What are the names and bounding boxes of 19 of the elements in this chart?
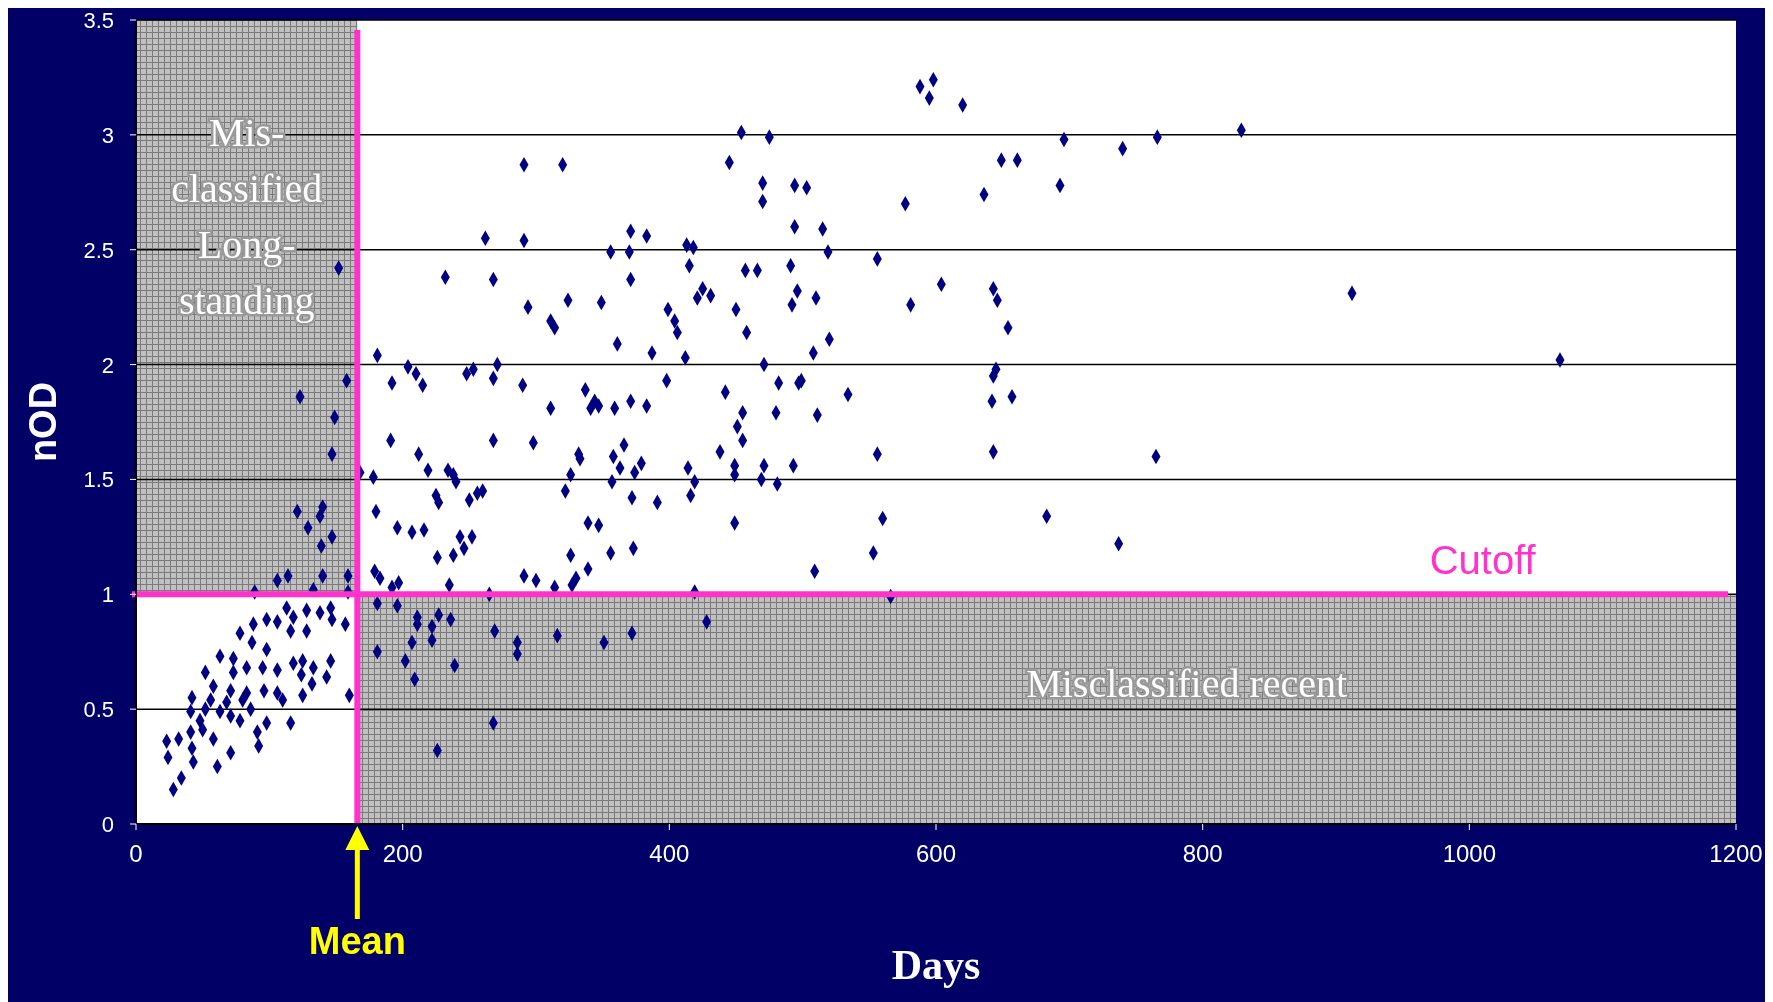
x-axis-title: Days (891, 942, 981, 988)
x-tick-label: 800 (1182, 840, 1223, 867)
x-tick-label: 1000 (1442, 840, 1497, 867)
x-tick-label: 400 (649, 840, 690, 867)
y-tick-label: 1.5 (83, 467, 114, 493)
y-axis-title: nOD (22, 381, 64, 463)
y-tick-label: 1 (101, 582, 114, 608)
y-tick-label: 3 (101, 122, 114, 148)
y-tick-label: 3.5 (83, 8, 114, 33)
y-tick-label: 2 (101, 352, 114, 378)
ref-line-label: Mean (308, 920, 406, 962)
x-tick-label: 1200 (1709, 840, 1763, 867)
ref-line-label: Cutoff (1429, 538, 1537, 583)
x-tick-label: 600 (915, 840, 957, 867)
y-tick-label: 0.5 (83, 697, 114, 723)
x-tick-label: 200 (382, 840, 423, 867)
y-tick-label: 0 (101, 812, 114, 837)
x-tick-label: 0 (129, 840, 143, 867)
y-tick-label: 2.5 (83, 237, 114, 263)
